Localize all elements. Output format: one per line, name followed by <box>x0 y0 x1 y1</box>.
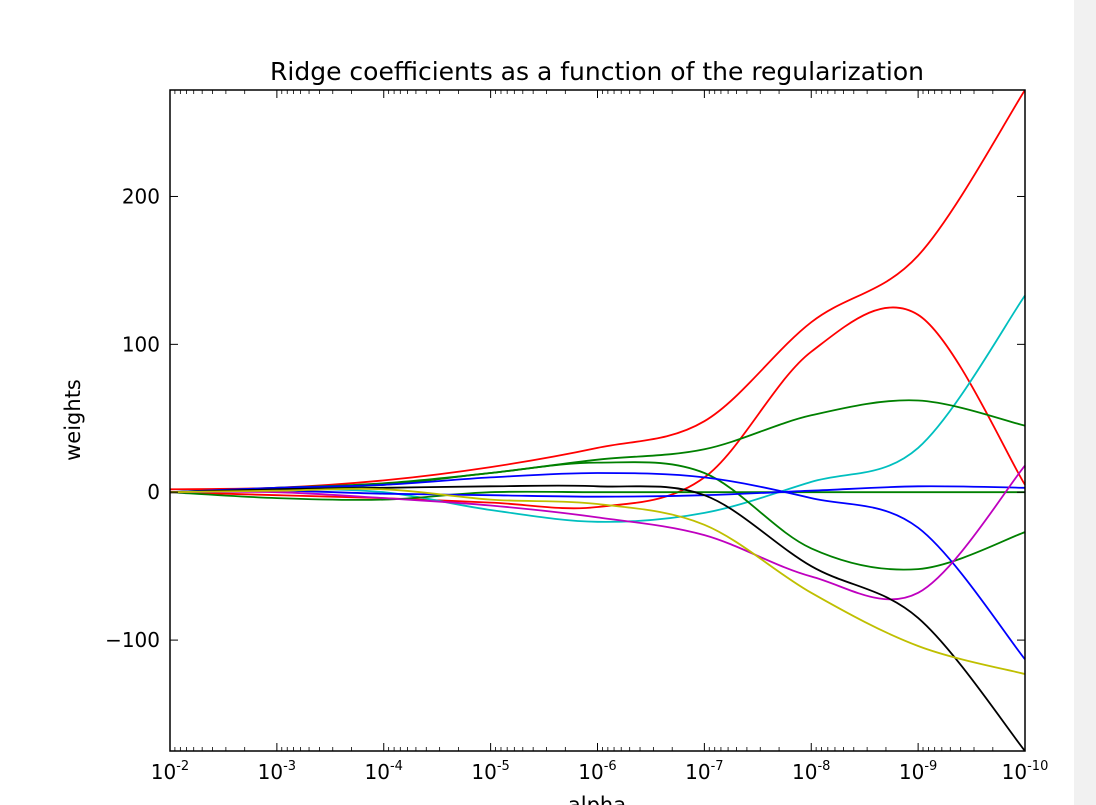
plot-frame <box>169 89 1026 752</box>
series-line-red-2 <box>169 306 1026 510</box>
x-tick-label: 10-3 <box>258 759 296 784</box>
y-tick-label: 200 <box>122 184 160 208</box>
x-axis-label: alpha <box>568 793 626 805</box>
series-line-red-1 <box>169 89 1026 491</box>
x-tick-label: 10-2 <box>151 759 189 784</box>
x-tick-label: 10-7 <box>685 759 723 784</box>
series-line-magenta <box>169 465 1026 601</box>
series-line-blue-1 <box>169 485 1026 498</box>
y-axis-label: weights <box>61 379 85 461</box>
x-tick-label: 10-10 <box>1002 759 1049 784</box>
y-tick-label: 100 <box>122 332 160 356</box>
x-tick-label: 10-5 <box>471 759 509 784</box>
series-line-green-1 <box>169 399 1026 494</box>
x-tick-label: 10-4 <box>365 759 403 784</box>
x-tick-label: 10-8 <box>792 759 830 784</box>
series-line-yellow <box>169 487 1026 675</box>
scrollbar-track <box>1074 0 1096 805</box>
y-tick-label: 0 <box>147 480 160 504</box>
series-line-green-3 <box>169 490 1025 501</box>
x-tick-label: 10-9 <box>899 759 937 784</box>
series-line-blue-2 <box>169 472 1026 660</box>
chart-title: Ridge coefficients as a function of the … <box>270 57 924 86</box>
ticks-layer: 10-2 10-3 10-4 10-5 10-6 10-7 10-8 10-9 10-10 −10… <box>105 90 1048 784</box>
ridge-coefficients-chart: Ridge coefficients as a function of the … <box>61 57 1048 805</box>
series-line-black <box>169 484 1026 752</box>
series-layer <box>169 89 1026 752</box>
y-tick-label: −100 <box>105 628 160 652</box>
x-tick-label: 10-6 <box>578 759 616 784</box>
